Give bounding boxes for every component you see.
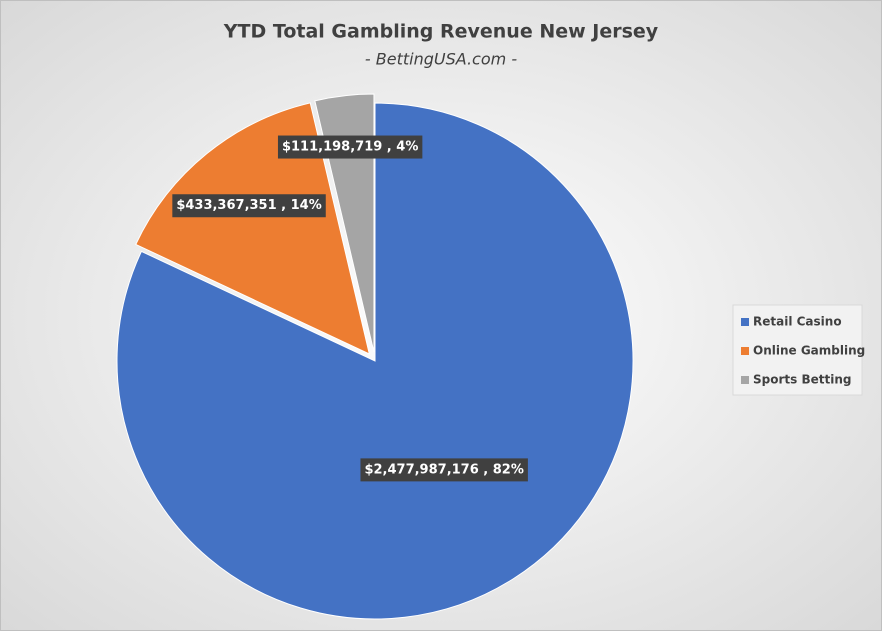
pie-slice <box>314 93 375 353</box>
data-label-box <box>172 194 326 218</box>
legend-swatch <box>741 318 749 326</box>
chart-subtitle: - BettingUSA.com - <box>365 50 517 69</box>
data-label: $111,198,719 , 4% <box>282 140 418 155</box>
legend-box <box>732 304 863 396</box>
data-label: $433,367,351 , 14% <box>176 198 321 213</box>
pie-slice <box>116 102 634 620</box>
legend-label: Online Gambling <box>753 344 865 358</box>
chart-title: YTD Total Gambling Revenue New Jersey <box>223 21 659 43</box>
data-label-box <box>277 135 423 159</box>
pie-slice <box>135 102 371 355</box>
data-label: $2,477,987,176 , 82% <box>364 462 523 477</box>
legend-swatch <box>741 376 749 384</box>
legend-swatch <box>741 347 749 355</box>
data-label-box <box>360 458 528 482</box>
legend-label: Sports Betting <box>753 373 851 387</box>
legend-label: Retail Casino <box>753 315 842 329</box>
